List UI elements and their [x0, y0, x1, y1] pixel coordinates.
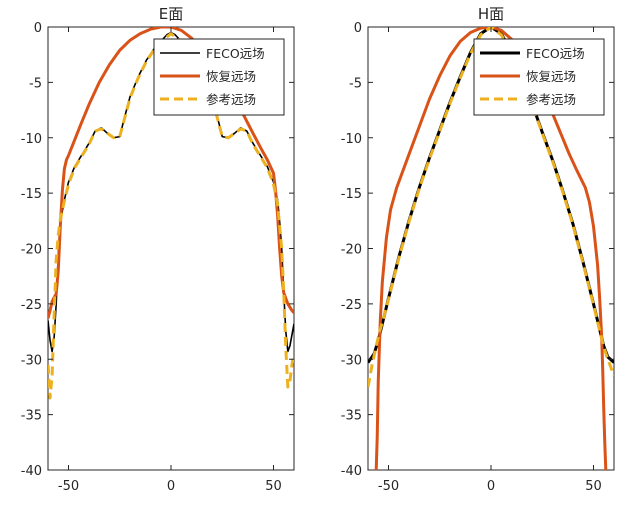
- x-tick-label: 0: [167, 479, 175, 494]
- y-tick-label: -35: [21, 409, 42, 424]
- y-tick-label: -40: [341, 464, 362, 479]
- y-tick-label: -35: [341, 409, 362, 424]
- y-tick-label: -10: [341, 132, 362, 147]
- y-tick-label: -25: [21, 298, 42, 313]
- chart-title: H面: [478, 5, 504, 23]
- legend-label-0: FECO远场: [206, 46, 265, 61]
- y-tick-label: -5: [29, 76, 42, 91]
- x-tick-label: 0: [487, 479, 495, 494]
- y-tick-label: -40: [21, 464, 42, 479]
- subplot-1: -50 0 50 0 -5 -10 -15 -20 -25 -30 -35 -40 H面 FECO远场恢复…: [341, 5, 615, 494]
- x-tick-label: -50: [58, 479, 79, 494]
- y-tick-label: -20: [341, 243, 362, 258]
- legend-label-2: 参考远场: [206, 92, 256, 107]
- legend-label-2: 参考远场: [526, 92, 576, 107]
- subplot-0: -50 0 50 0 -5 -10 -15 -20 -25 -30 -35 -40 E面 FECO远场恢复…: [21, 5, 295, 494]
- y-tick-label: -5: [349, 76, 362, 91]
- chart-title: E面: [159, 5, 183, 23]
- y-tick-label: -30: [341, 353, 362, 368]
- y-tick-label: 0: [354, 21, 362, 36]
- legend-label-1: 恢复远场: [206, 69, 256, 84]
- x-tick-label: -50: [378, 479, 399, 494]
- series-line-2: [368, 27, 614, 388]
- y-tick-label: -30: [21, 353, 42, 368]
- legend-label-0: FECO远场: [526, 46, 585, 61]
- y-tick-label: -20: [21, 243, 42, 258]
- legend-label-1: 恢复远场: [526, 69, 576, 84]
- x-tick-label: 50: [585, 479, 602, 494]
- y-tick-label: -10: [21, 132, 42, 147]
- y-tick-label: -15: [21, 187, 42, 202]
- series-group: [368, 27, 614, 470]
- y-tick-label: -25: [341, 298, 362, 313]
- x-tick-label: 50: [265, 479, 282, 494]
- series-line-2: [48, 32, 294, 400]
- series-line-1: [48, 27, 294, 319]
- series-line-1: [374, 27, 608, 470]
- series-group: [48, 27, 294, 400]
- y-tick-label: -15: [341, 187, 362, 202]
- y-tick-label: 0: [34, 21, 42, 36]
